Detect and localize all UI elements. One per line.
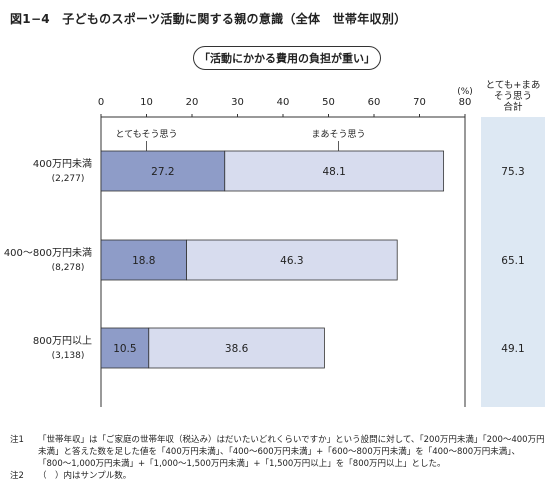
note-2-text: （ ）内はサンプル数。: [38, 471, 132, 481]
total-value-1: 65.1: [501, 255, 525, 267]
x-tick-label-3: 30: [231, 97, 244, 108]
bar-label-somewhat-2: 38.6: [225, 343, 249, 355]
bar-label-very-0: 27.2: [151, 166, 174, 178]
bar-label-somewhat-0: 48.1: [322, 166, 345, 178]
bar-label-very-2: 10.5: [113, 343, 136, 355]
bar-very-2: [100, 327, 150, 369]
x-tick-label-6: 60: [368, 97, 381, 108]
category-label-1: 400〜800万円未満: [4, 247, 92, 259]
bar-label-very-1: 18.8: [132, 255, 155, 267]
category-label-0: 400万円未満: [33, 158, 92, 170]
total-value-0: 75.3: [501, 166, 525, 178]
total-column-header-text: とても+まあ そう思う 合計: [485, 80, 541, 113]
bar-somewhat-0: [224, 150, 445, 192]
total-column-background: [481, 117, 545, 407]
bar-label-somewhat-1: 46.3: [280, 255, 303, 267]
notes: 注1 「世帯年収」は「ご家庭の世帯年収（税込み）はだいたいどれくらいですか」とい…: [10, 434, 545, 482]
category-n-1: (8,278): [52, 263, 85, 273]
x-tick-label-8: 80: [459, 97, 472, 108]
x-tick-label-7: 70: [413, 97, 426, 108]
category-label-2: 800万円以上: [33, 335, 92, 347]
total-column-header: とても+まあ そう思う 合計: [481, 80, 545, 113]
x-tick-label-5: 50: [322, 97, 335, 108]
bar-somewhat-2: [148, 327, 325, 369]
bar-somewhat-1: [186, 239, 398, 281]
category-n-2: (3,138): [52, 351, 85, 361]
note-1-label: 注1: [10, 435, 24, 445]
note-1: 注1 「世帯年収」は「ご家庭の世帯年収（税込み）はだいたいどれくらいですか」とい…: [10, 434, 545, 470]
note-1-text: 「世帯年収」は「ご家庭の世帯年収（税込み）はだいたいどれくらいですか」という設問…: [38, 435, 545, 469]
x-tick-label-2: 20: [186, 97, 199, 108]
series-label-somewhat: まあそう思う: [312, 129, 366, 140]
stacked-bar-chart: 0 10 20 30 40 50 60 70 80(%) 27.2 48.1 400万円未満 (2,27…: [4, 87, 473, 407]
note-2-label: 注2: [10, 471, 24, 481]
unit-label: (%): [457, 87, 473, 97]
category-n-0: (2,277): [52, 174, 85, 184]
series-label-very: とてもそう思う: [115, 129, 177, 140]
bar-very-0: [100, 150, 226, 192]
total-value-2: 49.1: [501, 343, 525, 355]
x-tick-label-0: 0: [98, 97, 104, 108]
x-tick-label-1: 10: [140, 97, 153, 108]
figure-title: 図1−4 子どものスポーツ活動に関する親の意識（全体 世帯年収別）: [10, 12, 407, 26]
x-tick-label-4: 40: [277, 97, 290, 108]
question-label: 「活動にかかる費用の負担が重い」: [193, 46, 381, 70]
note-2: 注2 （ ）内はサンプル数。: [10, 470, 545, 482]
